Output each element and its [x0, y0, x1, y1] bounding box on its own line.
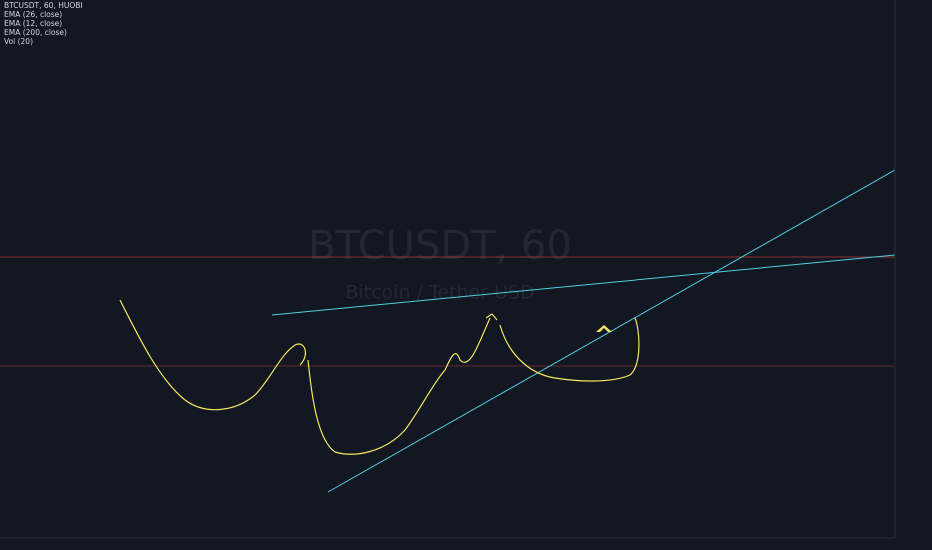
arrow-icon	[596, 325, 612, 332]
price-axis	[895, 0, 932, 538]
trend-line	[327, 169, 896, 493]
legend: BTCUSDT, 60, HUOBI EMA (26, close) EMA (…	[4, 1, 83, 46]
trend-line	[271, 254, 896, 316]
legend-entry: EMA (200, close)	[4, 28, 67, 37]
legend-entry: Vol (20)	[4, 37, 33, 46]
drawings	[0, 169, 896, 493]
watermark-subtitle: Bitcoin / Tether USD	[345, 282, 534, 304]
legend-entry: EMA (12, close)	[4, 19, 62, 28]
arrow-icon	[485, 313, 498, 321]
legend-entry: EMA (26, close)	[4, 10, 62, 19]
time-axis	[0, 538, 932, 550]
pattern-curve	[499, 317, 640, 382]
watermark: BTCUSDT, 60	[308, 223, 572, 269]
pattern-curve	[307, 317, 491, 455]
legend-title: BTCUSDT, 60, HUOBI	[4, 1, 83, 10]
pattern-curve	[119, 299, 307, 411]
